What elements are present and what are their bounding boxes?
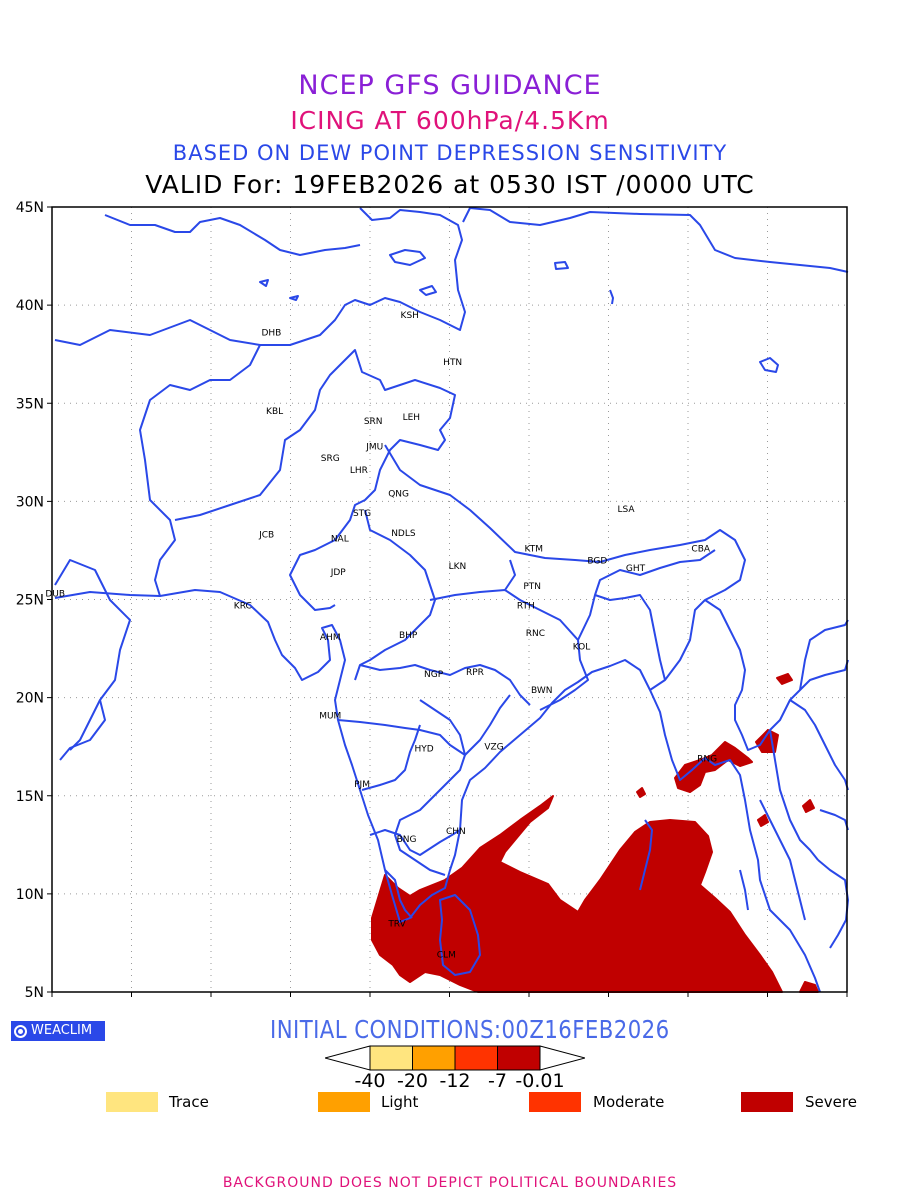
station-label: PTN xyxy=(523,582,541,592)
station-label: TRV xyxy=(387,919,406,929)
legend-light-swatch xyxy=(318,1092,370,1112)
colorbar-label: -0.01 xyxy=(515,1070,565,1092)
station-label: KOL xyxy=(573,643,591,653)
station-label: DUB xyxy=(45,590,65,600)
station-label: CHN xyxy=(446,827,466,837)
station-label: LKN xyxy=(449,562,467,572)
colorbar xyxy=(325,1045,585,1071)
station-label: BHP xyxy=(399,631,418,641)
station-label: AHM xyxy=(320,633,341,643)
station-label: LSA xyxy=(617,505,635,515)
station-label: RTH xyxy=(517,601,535,611)
station-label: NDLS xyxy=(391,529,416,539)
legend-severe-swatch xyxy=(741,1092,793,1112)
station-label: PJM xyxy=(354,780,370,790)
station-label: VZG xyxy=(484,743,503,753)
colorbar-left-arrow xyxy=(325,1045,371,1071)
station-label: KRC xyxy=(234,601,252,611)
y-tick-label: 20N xyxy=(16,691,44,707)
logo-text: WEACLIM xyxy=(31,1023,93,1038)
legend-trace-swatch xyxy=(106,1092,158,1112)
station-label: SRG xyxy=(321,454,340,464)
station-labels: KSH DHB HTN KBL SRN LEH JMU SRG LHR QNG STG LSA JCB N… xyxy=(45,311,717,961)
station-label: LEH xyxy=(403,413,420,423)
colorbar-right-arrow xyxy=(539,1045,585,1071)
initial-conditions: INITIAL CONDITIONS:00Z16FEB2026 xyxy=(270,1015,670,1044)
station-label: LHR xyxy=(350,466,368,476)
legend-moderate-swatch xyxy=(529,1092,581,1112)
severe-icing-area xyxy=(371,673,819,993)
colorbar-box xyxy=(454,1045,498,1071)
colorbar-box xyxy=(369,1045,413,1071)
station-label: GHT xyxy=(626,564,646,574)
valid-time: VALID For: 19FEB2026 at 0530 IST /0000 U… xyxy=(145,170,755,199)
station-label: BNG xyxy=(397,835,417,845)
disclaimer-footer: BACKGROUND DOES NOT DEPICT POLITICAL BOU… xyxy=(222,1175,678,1191)
colorbar-labels: -40 -20 -12 -7 -0.01 xyxy=(340,1070,580,1092)
y-tick-label: 10N xyxy=(16,887,44,903)
y-tick-label: 30N xyxy=(16,494,44,510)
station-label: CLM xyxy=(437,951,456,961)
station-label: KSH xyxy=(401,311,419,321)
station-label: RNC xyxy=(526,629,545,639)
station-label: MUM xyxy=(319,711,341,721)
y-tick-label: 5N xyxy=(25,985,44,1000)
colorbar-label: -7 xyxy=(488,1070,507,1092)
logo-circle-icon xyxy=(14,1024,27,1038)
chart-title: NCEP GFS GUIDANCE xyxy=(298,70,602,101)
y-tick-label: 25N xyxy=(16,593,44,609)
station-label: BGD xyxy=(587,556,607,566)
station-label: KTM xyxy=(525,544,543,554)
station-label: HTN xyxy=(443,358,462,368)
colorbar-label: -12 xyxy=(439,1070,471,1092)
icing-map: KSH DHB HTN KBL SRN LEH JMU SRG LHR QNG STG LSA JCB N… xyxy=(16,200,849,1000)
station-label: JDP xyxy=(330,568,347,578)
map-grid xyxy=(52,207,847,992)
station-label: NAL xyxy=(331,535,349,545)
legend-light-label: Light xyxy=(381,1093,419,1111)
station-label: RNG xyxy=(697,754,717,764)
legend-trace-label: Trace xyxy=(169,1093,209,1111)
weaclim-logo: WEACLIM xyxy=(11,1021,105,1041)
y-tick-label: 45N xyxy=(16,200,44,216)
coastlines xyxy=(54,207,849,993)
y-tick-label: 40N xyxy=(16,298,44,314)
y-tick-label: 35N xyxy=(16,396,44,412)
colorbar-box xyxy=(497,1045,541,1071)
station-label: RPR xyxy=(466,668,484,678)
station-label: JMU xyxy=(365,442,383,452)
station-label: DHB xyxy=(261,329,281,339)
colorbar-label: -40 xyxy=(354,1070,386,1092)
station-label: STG xyxy=(353,509,371,519)
station-label: JCB xyxy=(258,531,274,541)
station-label: HYD xyxy=(414,745,433,755)
colorbar-box xyxy=(412,1045,456,1071)
station-label: KBL xyxy=(266,407,283,417)
station-label: SRN xyxy=(364,417,383,427)
chart-subtitle-method: BASED ON DEW POINT DEPRESSION SENSITIVIT… xyxy=(172,141,728,165)
legend-moderate-label: Moderate xyxy=(593,1093,665,1111)
y-tick-label: 15N xyxy=(16,789,44,805)
colorbar-boxes xyxy=(369,1045,541,1071)
legend-severe-label: Severe xyxy=(805,1093,857,1111)
station-label: BWN xyxy=(531,686,553,696)
colorbar-label: -20 xyxy=(396,1070,429,1092)
axis-ticks: 55E60E65E70E75E80E85E90E95E100E105E45N40… xyxy=(16,200,848,1000)
station-label: CBA xyxy=(691,544,710,554)
station-label: NGP xyxy=(424,670,444,680)
chart-subtitle-level: ICING AT 600hPa/4.5Km xyxy=(290,106,610,135)
station-label: QNG xyxy=(388,490,409,500)
